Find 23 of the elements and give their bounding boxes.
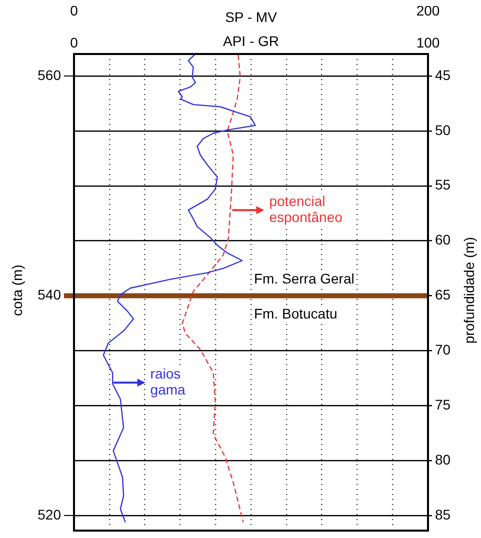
x2-tick-label: 200 [416,2,440,18]
y-tick-label: 540 [38,286,62,303]
x2-axis-title: SP - MV [225,8,278,25]
y2-tick-label: 65 [435,286,451,303]
y2-tick-label: 85 [435,506,451,522]
x-tick-label: 100 [416,34,440,50]
x-axis-title: API - GR [222,32,280,49]
y-tick-label: 560 [38,66,62,83]
annotation: potencial espontâneo [269,192,343,225]
y2-tick-label: 80 [435,452,451,468]
y-tick-label: 520 [38,506,62,522]
y2-tick-label: 45 [435,66,451,83]
y-axis-title: cota (m) [8,264,25,316]
y2-tick-label: 70 [435,342,451,358]
annotation: raios gama [150,365,186,398]
y2-tick-label: 60 [435,232,451,248]
annotation: Fm. Botucatu [254,306,338,322]
y2-tick-label: 75 [435,396,451,413]
annotation: Fm. Serra Geral [254,270,354,287]
x2-tick-label: 0 [70,2,78,18]
y2-tick-label: 50 [435,122,451,138]
y2-tick-label: 55 [435,176,451,193]
y2-axis-title: profundidade (m) [460,236,477,344]
